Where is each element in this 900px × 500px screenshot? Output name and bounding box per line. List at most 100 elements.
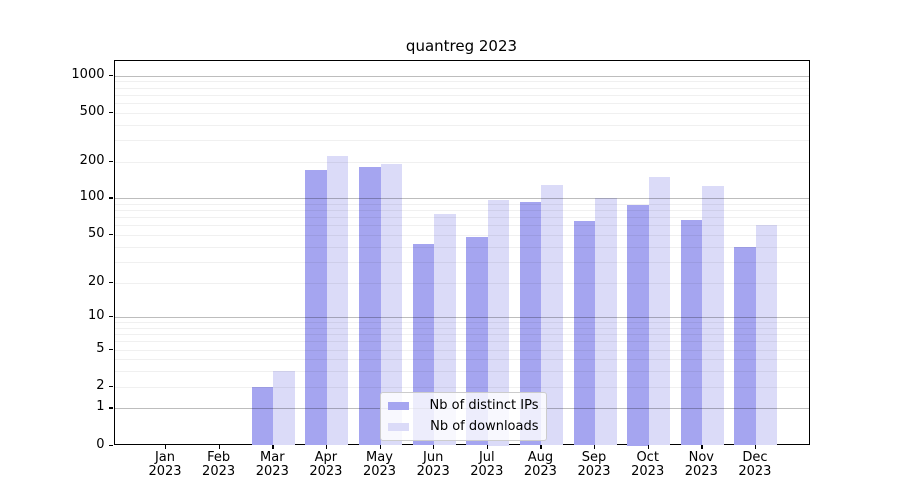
y-axis-tick-label: 1 [96,399,105,415]
x-axis-tick-label: Sep 2023 [577,449,611,479]
x-axis-tick-label: Feb 2023 [202,449,236,479]
x-axis-tick [325,444,328,449]
x-axis-tick [272,444,274,449]
y-axis-tick [108,348,113,350]
x-axis-tick-label: May 2023 [362,449,397,479]
y-axis-tick [108,444,113,446]
x-axis-tick [433,444,435,449]
y-axis-tick [108,316,113,318]
gridline-minor [114,124,809,126]
bar-distinct-ips [305,170,327,446]
y-axis-tick [108,281,113,283]
y-axis-tick [108,407,113,409]
bar-downloads [326,156,349,446]
y-axis-tick [108,111,113,113]
bar-downloads [595,197,617,446]
y-axis-tick-label: 10 [87,308,105,324]
gridline-major [114,75,809,77]
gridline-minor [114,112,809,114]
gridline-minor [114,282,809,284]
bar-downloads [380,164,402,446]
legend-label-distinct-ips: Nb of distinct IPs [429,397,539,413]
x-axis-tick [701,444,703,449]
x-axis-tick-label: Apr 2023 [309,449,343,479]
bar-downloads [648,176,671,446]
x-axis-tick [647,444,649,449]
gridline-minor [114,327,809,329]
x-axis-tick [486,444,489,449]
bar-distinct-ips [627,204,649,446]
y-axis-tick [108,234,113,236]
x-axis-tick-label: Nov 2023 [684,449,718,479]
gridline-minor [114,246,809,248]
gridline-minor [114,349,809,351]
gridline-minor [114,341,809,343]
gridline-minor [114,322,809,324]
y-axis-tick [108,197,113,199]
x-axis-tick [379,444,381,449]
bar-distinct-ips [734,246,756,446]
gridline-minor [114,161,809,163]
y-axis-tick [108,385,113,387]
bar-downloads [487,200,510,446]
x-axis-tick-label: Dec 2023 [738,449,772,479]
bar-distinct-ips [251,386,274,446]
gridline-minor [114,359,809,361]
y-axis-tick-label: 1000 [71,66,105,82]
gridline-minor [114,371,809,373]
legend-item-distinct-ips: Nb of distinct IPs [387,397,539,414]
legend-swatch-distinct-ips [387,401,409,410]
gridline-minor [114,204,809,205]
gridline-minor [114,261,809,263]
bar-downloads [702,185,724,446]
bar-downloads [541,185,563,446]
y-axis-tick [108,74,113,76]
legend-item-downloads: Nb of downloads [387,418,539,435]
x-axis-tick-label: Oct 2023 [631,449,665,479]
gridline-minor [114,386,809,388]
y-axis-tick [108,160,113,162]
y-axis-tick-label: 100 [79,189,105,205]
x-axis-tick [218,444,220,449]
bar-distinct-ips [680,220,703,446]
x-axis-tick-label: Jul 2023 [470,449,504,479]
bar-downloads [434,213,456,446]
gridline-major [114,198,809,200]
x-axis-tick-label: Mar 2023 [255,449,289,479]
y-axis-tick-label: 500 [79,103,105,119]
plot-area: Nb of distinct IPs Nb of downloads [113,59,810,446]
gridline-minor [114,334,809,336]
gridline-minor [114,139,809,141]
x-axis-tick-label: Jan 2023 [148,449,182,479]
gridline-minor [114,235,809,236]
gridline-minor [114,225,809,227]
bar-distinct-ips [359,167,381,446]
gridline-minor [114,94,809,96]
x-axis-tick-label: Jun 2023 [416,449,450,479]
gridline-major [114,317,809,319]
gridline-minor [114,217,809,219]
gridline-minor [114,210,809,212]
gridline-minor [114,87,809,89]
x-axis-tick [540,444,542,449]
legend-label-downloads: Nb of downloads [430,418,539,434]
y-axis-tick-label: 50 [87,226,105,241]
x-axis-tick-label: Aug 2023 [523,449,557,479]
gridline-minor [114,81,809,83]
y-axis-tick-label: 0 [96,436,105,452]
bar-distinct-ips [573,221,595,446]
y-axis-tick-label: 2 [96,377,105,393]
gridline-minor [114,102,809,104]
legend-swatch-downloads [387,422,409,431]
y-axis-tick-label: 5 [96,340,105,356]
y-axis-tick-label: 200 [79,152,105,168]
y-axis-tick-label: 20 [87,273,105,289]
bar-distinct-ips [519,201,542,446]
bar-downloads [273,371,295,446]
x-axis-tick [754,444,757,449]
chart-title: quantreg 2023 [405,37,518,55]
legend: Nb of distinct IPs Nb of downloads [379,391,547,441]
x-axis-tick [594,444,596,449]
bar-downloads [755,225,778,446]
